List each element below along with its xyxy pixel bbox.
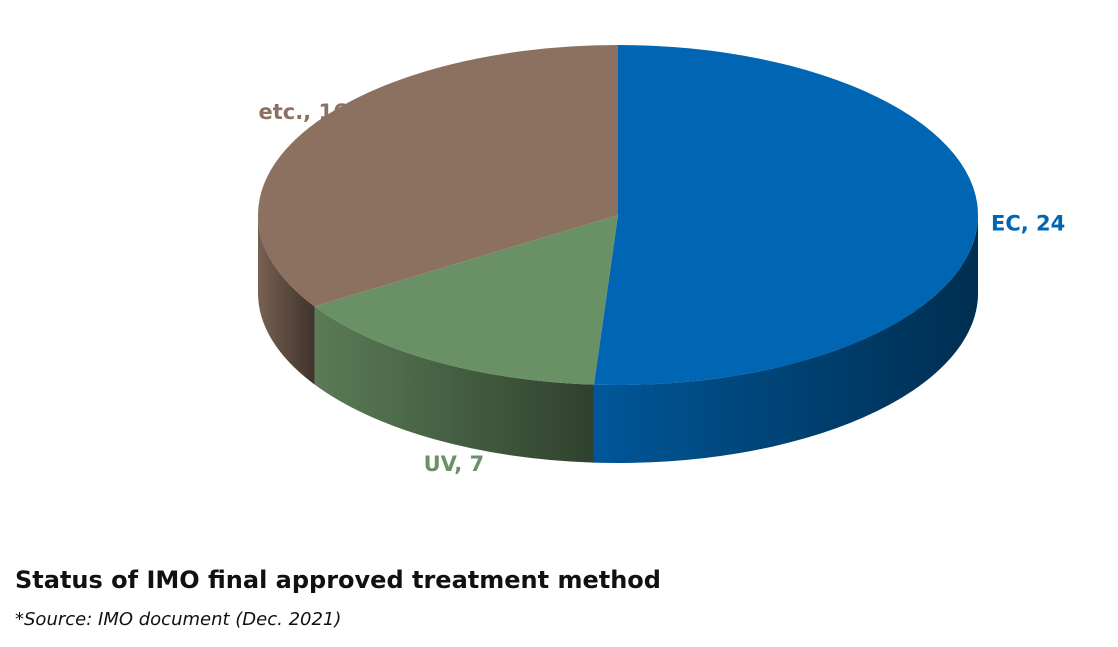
pie: EC, 24 UV, 7 etc., 16 [258, 45, 1065, 476]
slice [314, 215, 618, 385]
data-label: EC, 24 [991, 212, 1065, 236]
side-shade [593, 215, 978, 463]
chart-title: Status of IMO final approved treatment m… [15, 566, 661, 594]
data-label: UV, 7 [424, 452, 485, 476]
slice [258, 45, 618, 307]
side-shade [258, 215, 315, 385]
slice [593, 45, 978, 385]
data-label: etc., 16 [258, 100, 347, 124]
side-shade [314, 306, 594, 463]
source-note: *Source: IMO document (Dec. 2021) [15, 609, 341, 630]
